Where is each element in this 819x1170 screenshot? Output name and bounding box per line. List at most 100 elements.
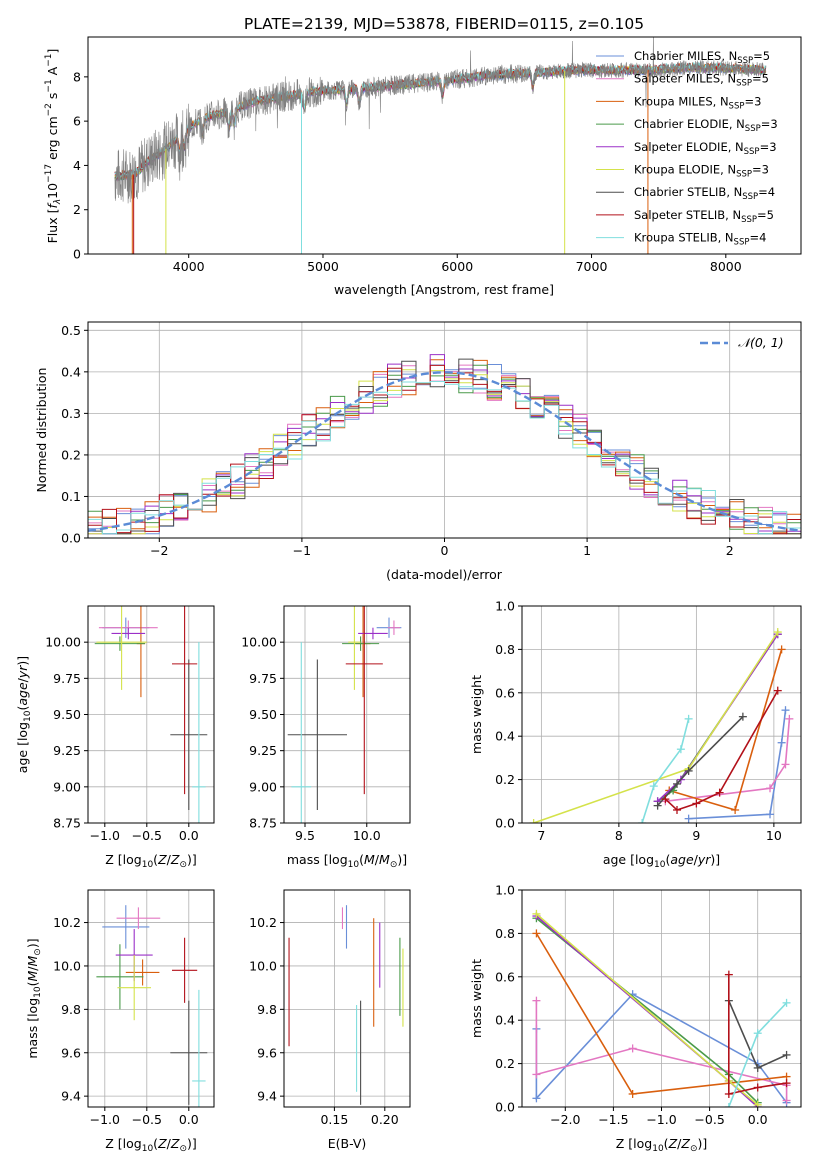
weight-line: [665, 718, 791, 803]
y-tick-label: 8.75: [249, 816, 277, 831]
legend-label: Chabrier ELODIE, NSSP=3: [634, 117, 778, 134]
axes-residuals: 𝒩(0, 1) −2 −1 0 1 2 0.0 0.1 0.2 0.3 0.4 0.5 (data-mo…: [34, 321, 802, 582]
x-tick-label: 0.20: [371, 1112, 399, 1127]
y-tick-label: 0.4: [495, 729, 515, 744]
y-tick-label: 6: [73, 114, 81, 129]
x-tick-label: 0.0: [179, 828, 199, 843]
y-tick-label: 8: [73, 69, 81, 84]
legend-entry-chabrier-stelib: Chabrier STELIB, NSSP=4: [596, 185, 775, 202]
x-tick-label: 1: [583, 543, 591, 558]
y-tick-label: 0.6: [495, 685, 515, 700]
legend-label: Kroupa ELODIE, NSSP=3: [634, 163, 769, 180]
x-tick-label: −0.5: [132, 828, 162, 843]
x-tick-label: 5000: [307, 259, 339, 274]
y-tick-label: 9.50: [53, 707, 81, 722]
y-tick-label: 9.25: [249, 743, 277, 758]
weight-series-kroupa-stelib: [724, 998, 791, 1107]
y-axis-label: mass [log10(M/M⊙)]: [25, 938, 43, 1058]
errorbar-kroupa-elodie: [348, 606, 361, 690]
y-tick-label: 10.00: [241, 635, 277, 650]
y-tick-label: 2: [73, 202, 81, 217]
errorbar-chabrier-stelib: [170, 1000, 208, 1105]
y-tick-label: 0.3: [61, 406, 81, 421]
x-tick-label: 7000: [576, 259, 608, 274]
x-axis-label: Z [log10(Z/Z⊙)]: [616, 1136, 708, 1154]
y-tick-label: 0: [73, 247, 81, 262]
y-tick-label: 9.50: [249, 707, 277, 722]
y-tick-label: 0.2: [495, 1056, 515, 1071]
errorbar-chabrier-miles: [102, 905, 150, 949]
x-tick-label: 4000: [173, 259, 205, 274]
y-tick-label: 9.25: [53, 743, 81, 758]
x-tick-label: 0.15: [320, 1112, 348, 1127]
y-tick-label: 0.8: [495, 642, 515, 657]
legend-label: Kroupa STELIB, NSSP=4: [634, 231, 766, 248]
y-tick-label: 0.0: [495, 816, 515, 831]
axes-weights_vs_age: 7 8 9 10 0.0 0.2 0.4 0.6 0.8 1.0 age [log10(age/yr…: [469, 599, 802, 870]
x-tick-label: 8000: [710, 259, 742, 274]
axes-age_vs_mass: 9.5 10.0 8.75 9.00 9.25 9.50 9.75 10.00 mass [lo…: [241, 605, 411, 870]
errorbar-chabrier-elodie: [342, 636, 380, 651]
axes-frame: [521, 605, 802, 824]
x-tick-label: 10.0: [353, 828, 381, 843]
axes-age_vs_Z: −1.0 −0.5 0.0 8.75 9.00 9.25 9.50 9.75 10.00 Z [l…: [15, 605, 215, 870]
y-tick-label: 10.00: [45, 635, 81, 650]
legend-entry-kroupa-stelib: Kroupa STELIB, NSSP=4: [596, 231, 766, 248]
legend-entry-normal: 𝒩(0, 1): [700, 335, 784, 350]
x-tick-label: −0.5: [132, 1112, 162, 1127]
y-tick-label: 10.2: [53, 915, 81, 930]
y-tick-label: 0.2: [61, 447, 81, 462]
plot-area: [88, 354, 801, 535]
y-tick-label: 0.0: [61, 531, 81, 546]
y-axis-label: Flux [fλ10−17 erg cm−2 s−1 A−1]: [44, 49, 63, 244]
x-tick-label: −1.0: [90, 1112, 120, 1127]
x-tick-label: 9.5: [295, 828, 315, 843]
x-axis-label: Z [log10(Z/Z⊙)]: [105, 852, 197, 870]
x-tick-label: −1.0: [90, 828, 120, 843]
errorbar-salpeter-miles: [116, 907, 161, 930]
weight-line: [641, 718, 690, 823]
x-tick-label: 9: [692, 828, 700, 843]
y-axis-label: age [log10(age/yr)]: [15, 656, 33, 773]
y-tick-label: 0.4: [61, 364, 81, 379]
legend-entry-chabrier-miles: Chabrier MILES, NSSP=5: [596, 49, 770, 66]
y-tick-label: 8.75: [53, 816, 81, 831]
legend-entry-salpeter-stelib: Salpeter STELIB, NSSP=5: [596, 208, 774, 225]
x-tick-label: 7: [537, 828, 545, 843]
legend-entry-chabrier-elodie: Chabrier ELODIE, NSSP=3: [596, 117, 778, 134]
y-tick-label: 0.2: [495, 772, 515, 787]
y-tick-label: 9.6: [257, 1045, 277, 1060]
x-tick-label: −1: [293, 543, 311, 558]
y-tick-label: 10.0: [53, 958, 81, 973]
legend-entry-salpeter-miles: Salpeter MILES, NSSP=5: [596, 72, 769, 89]
errorbar-kroupa-elodie: [96, 606, 147, 690]
errorbar-salpeter-stelib: [172, 937, 198, 1003]
plot-area: [287, 606, 402, 823]
y-tick-label: 9.75: [249, 671, 277, 686]
plot-area: [529, 628, 794, 823]
errorbar-kroupa-elodie: [117, 955, 151, 1021]
histogram-kroupa-stelib: [88, 381, 801, 535]
errorbar-chabrier-stelib: [170, 659, 208, 810]
legend-label: Chabrier MILES, NSSP=5: [634, 49, 770, 66]
y-tick-label: 0.1: [61, 489, 81, 504]
errorbar-salpeter-stelib: [345, 606, 383, 795]
legend-label: Salpeter MILES, NSSP=5: [634, 72, 769, 89]
plot-area: [96, 905, 208, 1107]
y-tick-label: 10.0: [249, 958, 277, 973]
errorbar-kroupa-stelib: [192, 642, 206, 823]
weight-series-chabrier-stelib: [653, 712, 747, 810]
x-tick-label: 0: [441, 543, 449, 558]
errorbar-kroupa-stelib: [192, 989, 206, 1107]
y-tick-label: 1.0: [495, 599, 515, 614]
x-tick-label: 0.0: [748, 1112, 768, 1127]
y-tick-label: 9.8: [257, 1002, 277, 1017]
plot-area: [288, 905, 404, 1105]
y-tick-label: 0.5: [61, 323, 81, 338]
x-axis-label: E(B-V): [328, 1136, 367, 1151]
axes-weights_vs_Z: −2.0 −1.5 −1.0 −0.5 0.0 0.0 0.2 0.4 0.6 0.8 1.0 Z […: [469, 883, 802, 1154]
legend-entry-kroupa-elodie: Kroupa ELODIE, NSSP=3: [596, 163, 769, 180]
x-tick-label: −2.0: [550, 1112, 580, 1127]
plots-group: Chabrier MILES, NSSP=5 Salpeter MILES, NS…: [15, 36, 802, 1154]
